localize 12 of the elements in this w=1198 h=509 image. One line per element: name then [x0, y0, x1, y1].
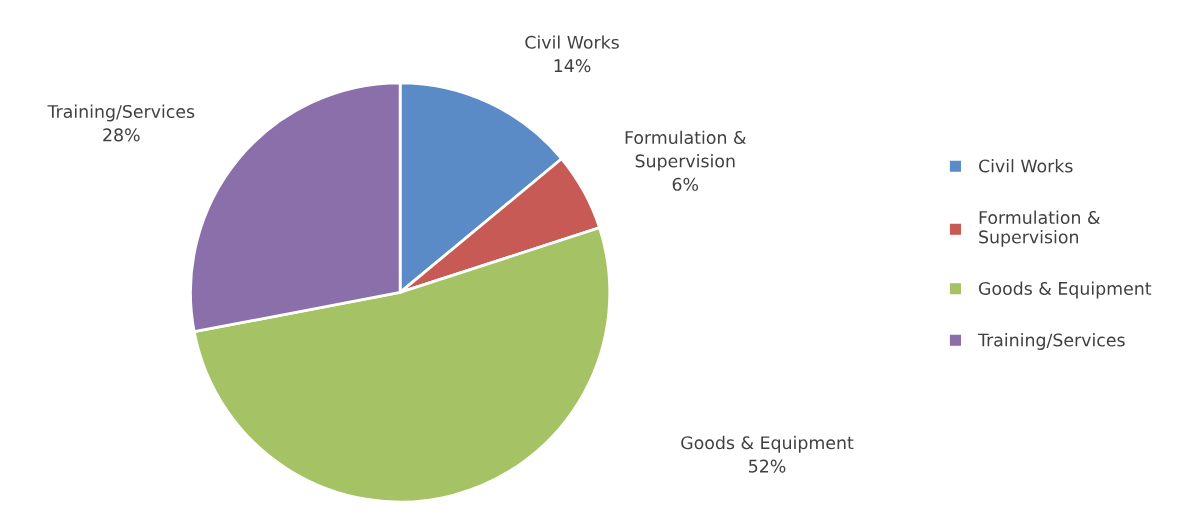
legend-label: Civil Works	[978, 159, 1073, 173]
data-label: 6%	[672, 177, 699, 191]
legend-label: Formulation & Supervision	[979, 210, 1100, 247]
data-label: 52%	[749, 459, 786, 473]
slice-label: Goods & Equipment	[681, 435, 854, 453]
data-label: 28%	[103, 128, 140, 142]
data-label: 14%	[554, 59, 591, 73]
slice-label: Training/Services	[47, 104, 195, 122]
legend-label: Goods & Equipment	[978, 281, 1152, 299]
slice-label: Formulation & Supervision	[625, 130, 746, 171]
legend-label: Training/Services	[977, 333, 1125, 350]
slice-label: Civil Works	[525, 35, 619, 49]
